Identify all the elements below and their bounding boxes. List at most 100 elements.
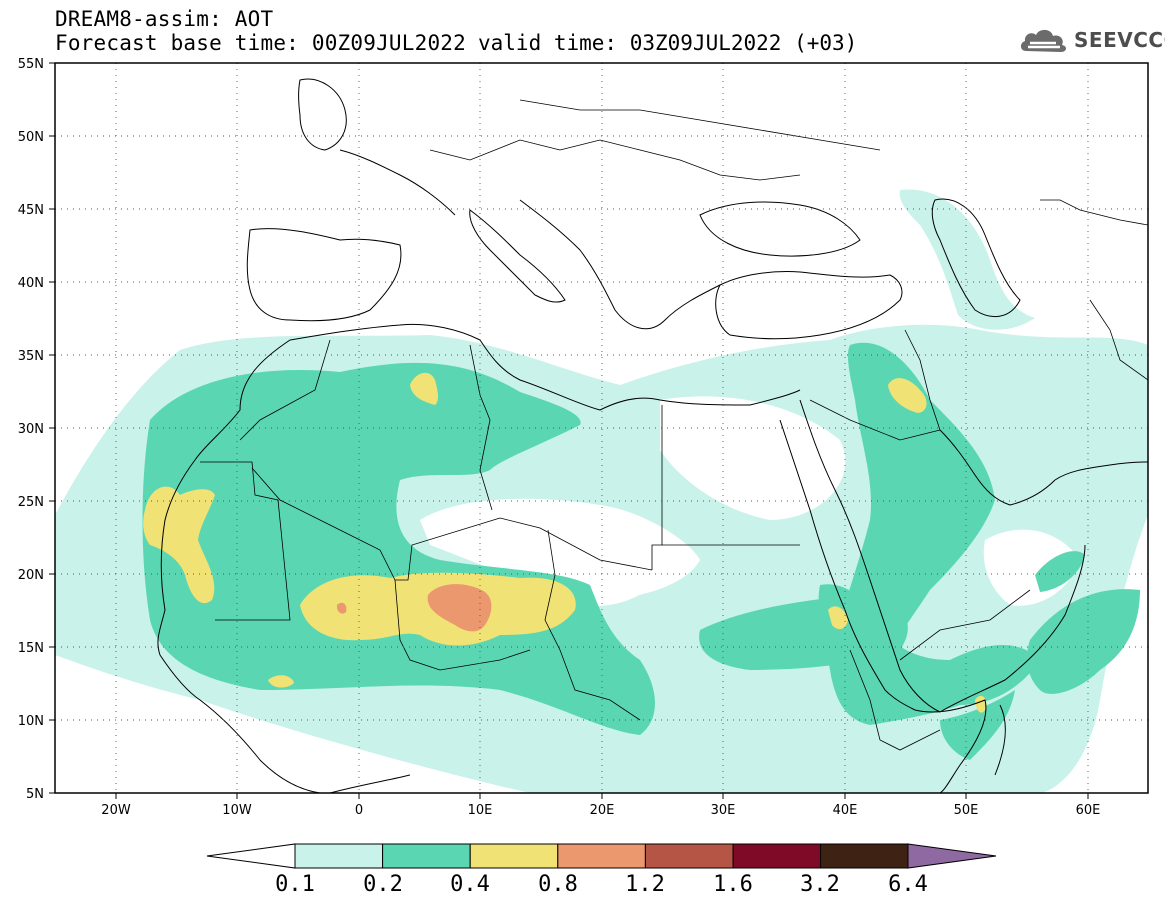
lat-label: 35N (18, 349, 44, 364)
colorbar-box (820, 843, 909, 869)
lon-label: 60E (1076, 803, 1101, 818)
lon-label: 50E (954, 803, 979, 818)
coast-uk (298, 78, 347, 151)
aot-band-0.4-morocco (410, 372, 439, 405)
coast-persian-gulf (939, 429, 1056, 506)
lat-label: 5N (26, 787, 44, 802)
lat-labels: 55N 50N 45N 40N 35N 30N 25N 20N 15N 10N … (18, 57, 44, 802)
coast-caspian (931, 198, 1021, 318)
lat-label: 55N (18, 57, 44, 72)
colorbar-box (732, 843, 822, 869)
border-saudi-iraq (809, 399, 941, 441)
border-afghanistan (1089, 299, 1148, 381)
lon-labels: 20W 10W 0 10E 20E 30E 40E 50E 60E (101, 803, 1100, 818)
colorbar-label: 0.2 (363, 872, 403, 897)
lat-label: 25N (18, 495, 44, 510)
lon-label: 40E (833, 803, 858, 818)
coast-france (339, 149, 456, 216)
colorbar-high-arrow (907, 843, 997, 869)
colorbar: 0.1 0.2 0.4 0.8 1.2 1.6 3.2 6.4 (206, 843, 997, 897)
colorbar-label: 0.4 (450, 872, 490, 897)
lat-label: 45N (18, 203, 44, 218)
colorbar-low-arrow (206, 843, 296, 869)
coast-gulf-guinea (329, 774, 411, 793)
lat-label: 30N (18, 422, 44, 437)
coast-iran (1054, 461, 1148, 481)
border-algeria-mali (251, 467, 501, 581)
border-europe-central (429, 139, 801, 181)
aot-band-0.4-somaliland (975, 695, 987, 713)
lat-label: 40N (18, 276, 44, 291)
map-title: DREAM8-assim: AOT (55, 7, 274, 31)
colorbar-label: 0.1 (275, 872, 315, 897)
aot-band-0.4-mali (268, 675, 294, 688)
coast-arabia-south (939, 544, 1086, 713)
border-algeria-morocco (239, 339, 331, 441)
border-niger-nigeria (394, 579, 531, 671)
aot-band-0.4-mauritania (143, 486, 215, 604)
coast-west-africa (157, 339, 321, 793)
border-libya-egypt (651, 405, 663, 570)
aot-band-0.4-iraq (888, 378, 927, 413)
forecast-base-time: Forecast base time: 00Z09JUL2022 (55, 31, 466, 55)
coast-iberia (246, 228, 402, 322)
colorbar-label: 3.2 (800, 872, 840, 897)
coast-north-africa (289, 323, 801, 411)
lon-label: 10W (222, 803, 252, 818)
colorbar-label: 1.6 (713, 872, 753, 897)
border-tunisia-libya (469, 344, 493, 511)
lat-label: 10N (18, 714, 44, 729)
graticule (55, 63, 1148, 793)
lat-label: 50N (18, 130, 44, 145)
border-libya-chad (499, 517, 653, 571)
border-chad-sudan (544, 529, 641, 721)
lon-label: 20E (590, 803, 615, 818)
border-ethiopia (849, 649, 941, 751)
border-europe-east (519, 99, 881, 151)
coast-balkans-greece (519, 199, 721, 330)
coast-horn-africa (914, 699, 987, 793)
coast-red-sea-east (799, 399, 941, 713)
aot-band-0.4-eritrea (828, 606, 848, 630)
borders (200, 99, 1148, 751)
coast-italy (469, 209, 566, 303)
colorbar-boxes (294, 843, 909, 869)
border-saudi-yemen (899, 589, 1031, 661)
colorbar-box (294, 843, 384, 869)
coast-black-sea (699, 201, 861, 257)
colorbar-box (644, 843, 734, 869)
lon-label: 20W (101, 803, 131, 818)
aot-band-0.2-somalia (940, 690, 1015, 760)
tick-marks (49, 62, 1089, 799)
colorbar-labels: 0.1 0.2 0.4 0.8 1.2 1.6 3.2 6.4 (275, 872, 928, 897)
colorbar-box (469, 843, 559, 869)
aot-clear-east (660, 396, 846, 520)
coast-somalia-east (994, 704, 1006, 776)
cloud-logo-icon (1020, 29, 1067, 52)
colorbar-box (557, 843, 646, 869)
lat-label: 15N (18, 641, 44, 656)
border-kazakhstan (1040, 199, 1148, 226)
border-mauritania (200, 461, 291, 621)
seevccc-logo: SEEVCCC (1018, 22, 1165, 58)
colorbar-box (382, 843, 471, 869)
lon-label: 0 (355, 803, 363, 818)
lon-label: 10E (468, 803, 493, 818)
lat-label: 20N (18, 568, 44, 583)
lon-label: 30E (711, 803, 736, 818)
logo-text: SEEVCCC (1074, 28, 1165, 52)
colorbar-label: 0.8 (538, 872, 578, 897)
border-iran-iraq (904, 329, 941, 431)
colorbar-label: 6.4 (888, 872, 928, 897)
aot-band-0.8-niger (336, 602, 347, 614)
aot-band-0.2-arabian-sea (1027, 589, 1140, 694)
aot-band-0.2-oman (1035, 551, 1085, 592)
aot-contours (55, 189, 1148, 793)
aot-band-0.2-west (142, 362, 655, 735)
colorbar-label: 1.2 (625, 872, 665, 897)
coastlines (157, 78, 1148, 793)
aot-band-0.8-chad (427, 584, 492, 632)
coast-anatolia (715, 271, 903, 340)
aot-band-0.2-iraq (834, 342, 995, 674)
